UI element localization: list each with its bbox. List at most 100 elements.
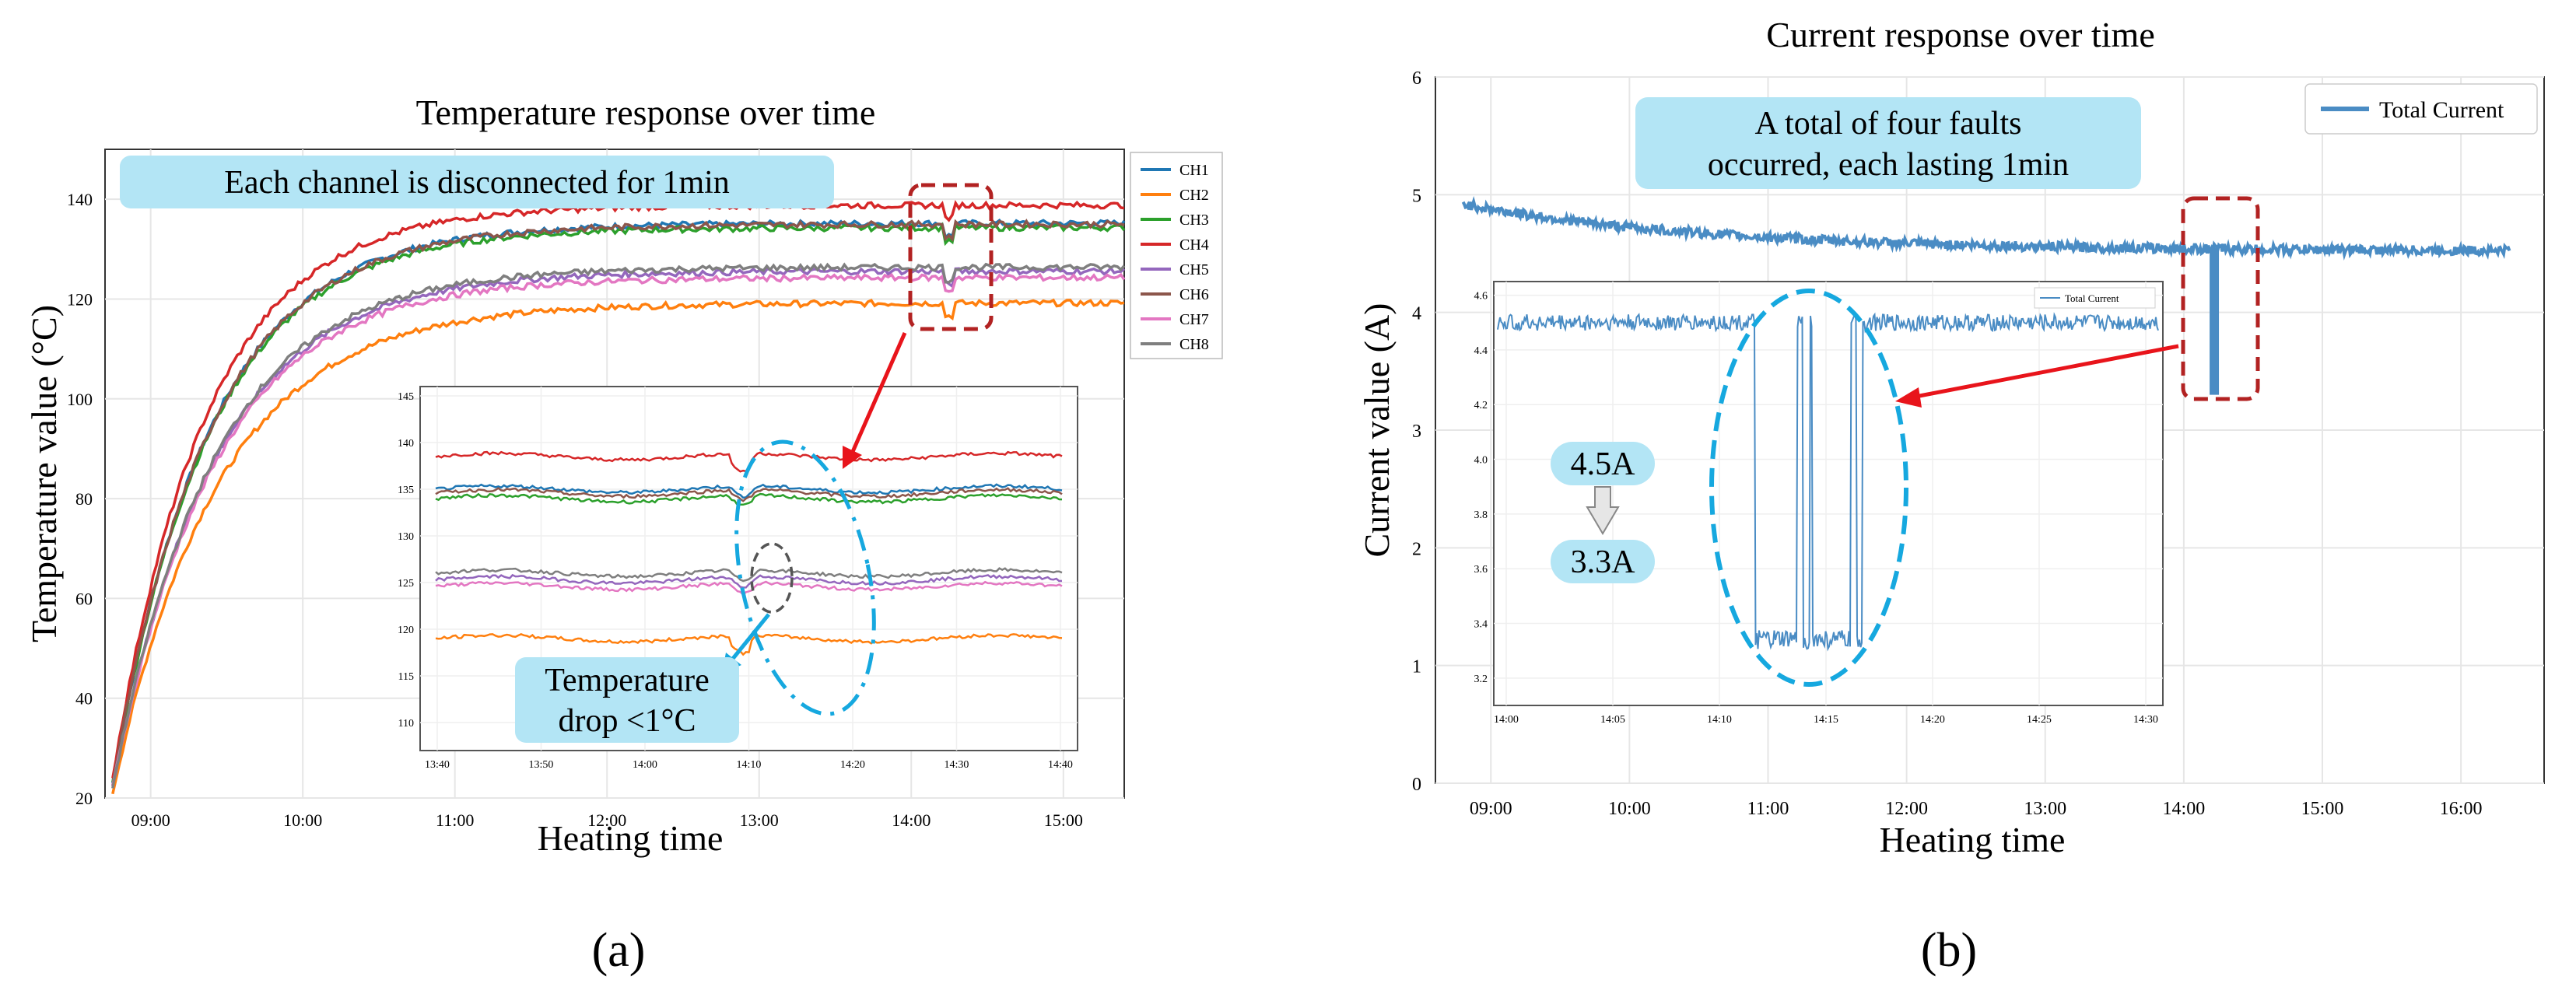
inset-a-line-ch5: [435, 573, 1063, 589]
inset-b-ytick-label: 3.2: [1474, 674, 1488, 685]
panel-a-xtick-label: 14:00: [892, 810, 931, 830]
series-line-ch6: [111, 219, 1125, 786]
inset-b-ytick-label: 3.8: [1474, 509, 1488, 521]
panel-b-series: [1461, 196, 2511, 395]
inset-b-xtick-label: 14:05: [1600, 714, 1625, 726]
series-line-ch8: [111, 262, 1126, 789]
series-line-total-current: [1461, 196, 2511, 261]
inset-a-ytick-label: 135: [398, 485, 414, 496]
inset-a-xtick-label: 13:40: [425, 759, 450, 771]
panel-a-inset-callout-line2: drop <1°C: [559, 703, 696, 739]
panel-b-xtick-label: 09:00: [1470, 799, 1512, 819]
panel-b-inset-content: 14:00 14:05 14:10 14:15 14:20 14:25 14:30 3.2 3.…: [1474, 282, 2163, 726]
panel-b-xtick-label: 14:00: [2163, 799, 2206, 819]
panel-b-down-arrow: [1586, 486, 1620, 535]
panel-a-xtick-label: 15:00: [1044, 810, 1083, 830]
inset-a-line-ch6: [435, 487, 1063, 502]
inset-a-xtick-label: 14:10: [737, 759, 762, 771]
inset-a-xtick-label: 14:00: [633, 759, 657, 771]
panel-b-ticks: 09:00 10:00 11:00 12:00 13:00 14:00 15:00 16:00…: [1412, 68, 2482, 819]
inset-a-ytick-label: 115: [398, 671, 414, 683]
panel-a-ytick-label: 60: [75, 589, 93, 608]
panel-b-callout-bg: [1635, 97, 2141, 189]
panel-a-ylabel: Temperature value (°C): [24, 305, 64, 642]
panel-a: Temperature response over time 09:00 10:0…: [24, 93, 1223, 977]
inset-b-xtick-label: 14:30: [2133, 714, 2158, 726]
inset-b-ytick-label: 4.4: [1474, 345, 1488, 357]
inset-b-ytick-label: 3.4: [1474, 619, 1488, 631]
inset-a-ytick-label: 125: [398, 578, 414, 590]
panel-b-legend-label: Total Current: [2379, 97, 2504, 123]
panel-a-xlabel: Heating time: [538, 818, 724, 858]
panel-a-title: Temperature response over time: [416, 93, 876, 132]
panel-b-xlabel: Heating time: [1880, 820, 2066, 859]
inset-a-ytick-label: 120: [398, 625, 414, 636]
panel-b-ytick-label: 4: [1412, 304, 1421, 324]
panel-a-xtick-label: 12:00: [587, 810, 626, 830]
inset-a-xtick-label: 14:30: [945, 759, 969, 771]
panel-b-fault-ellipse: [1709, 289, 1908, 687]
panel-b-from-label: 4.5A: [1571, 446, 1636, 482]
inset-a-ytick-label: 140: [398, 438, 414, 450]
inset-a-line-ch7: [435, 580, 1063, 597]
panel-a-ytick-label: 40: [75, 689, 93, 709]
panel-b-zoom-arrow: [1915, 344, 2179, 399]
panel-b: Current response over time 09:00 10:00 11:…: [1357, 15, 2545, 977]
inset-a-xtick-label: 13:50: [529, 759, 554, 771]
panel-a-xtick-label: 09:00: [131, 810, 170, 830]
inset-a-line-ch8: [435, 567, 1063, 583]
panel-b-title: Current response over time: [1766, 15, 2154, 54]
panel-a-inset-callout-bg: [515, 657, 739, 743]
panel-b-to-bg: [1551, 540, 1655, 583]
panel-a-ytick-label: 100: [67, 390, 93, 409]
panel-a-ytick-label: 120: [67, 289, 93, 309]
legend-label-ch2: CH2: [1179, 187, 1209, 204]
panel-a-callout: Each channel is disconnected for 1min: [224, 165, 730, 201]
panel-b-xtick-label: 10:00: [1608, 799, 1651, 819]
panel-b-callout-line2: occurred, each lasting 1min: [1708, 147, 2069, 183]
panel-b-xtick-label: 11:00: [1747, 799, 1789, 819]
legend-label-ch3: CH3: [1179, 212, 1209, 229]
fault-spike: [2210, 247, 2220, 395]
panel-b-ytick-label: 5: [1412, 186, 1421, 206]
panel-a-drop-ellipse: [734, 439, 876, 716]
legend-label-ch1: CH1: [1179, 162, 1209, 179]
inset-b-xtick-label: 14:10: [1707, 714, 1732, 726]
legend-label-ch6: CH6: [1179, 286, 1209, 303]
inset-a-line-ch3: [435, 492, 1063, 506]
legend-label-ch5: CH5: [1179, 261, 1209, 278]
panel-a-xtick-label: 13:00: [740, 810, 779, 830]
inset-a-line-ch2: [435, 633, 1063, 656]
panel-b-ytick-label: 2: [1412, 539, 1421, 559]
series-line-ch2: [111, 298, 1125, 795]
panel-a-legend: CH1 CH2 CH3 CH4 CH5 CH6 CH7 CH8: [1130, 152, 1223, 359]
inset-b-xtick-label: 14:00: [1494, 714, 1519, 726]
series-line-ch7: [111, 272, 1126, 787]
panel-a-xtick-label: 10:00: [283, 810, 322, 830]
inset-a-xtick-label: 14:40: [1048, 759, 1073, 771]
panel-b-legend: [2304, 83, 2538, 135]
inset-b-xtick-label: 14:15: [1814, 714, 1838, 726]
inset-a-ytick-label: 130: [398, 531, 414, 543]
inset-b-xtick-label: 14:25: [2027, 714, 2052, 726]
panel-a-fault-box: [908, 183, 994, 331]
inset-b-ytick-label: 4.6: [1474, 291, 1488, 303]
panel-a-ticks: 09:00 10:00 11:00 12:00 13:00 14:00 15:00 20 40 6…: [67, 190, 1083, 830]
panel-a-ytick-label: 20: [75, 789, 93, 808]
panel-a-callout-bg: [120, 156, 834, 208]
panel-b-ytick-label: 6: [1412, 68, 1421, 89]
panel-b-xtick-label: 13:00: [2024, 799, 2066, 819]
panel-a-zoom-arrowhead: [843, 446, 862, 469]
panel-b-to-label: 3.3A: [1571, 544, 1636, 580]
panel-b-xtick-label: 12:00: [1885, 799, 1928, 819]
panel-a-series: [111, 200, 1126, 795]
panel-a-ytick-label: 80: [75, 489, 93, 509]
legend-label-ch8: CH8: [1179, 336, 1209, 353]
inset-b-ytick-label: 4.2: [1474, 400, 1488, 411]
legend-label-ch4: CH4: [1179, 236, 1209, 254]
panel-b-xtick-label: 16:00: [2440, 799, 2483, 819]
panel-b-callout-line1: A total of four faults: [1755, 106, 2022, 142]
legend-label-ch7: CH7: [1179, 311, 1209, 328]
panel-a-xtick-label: 11:00: [436, 810, 474, 830]
